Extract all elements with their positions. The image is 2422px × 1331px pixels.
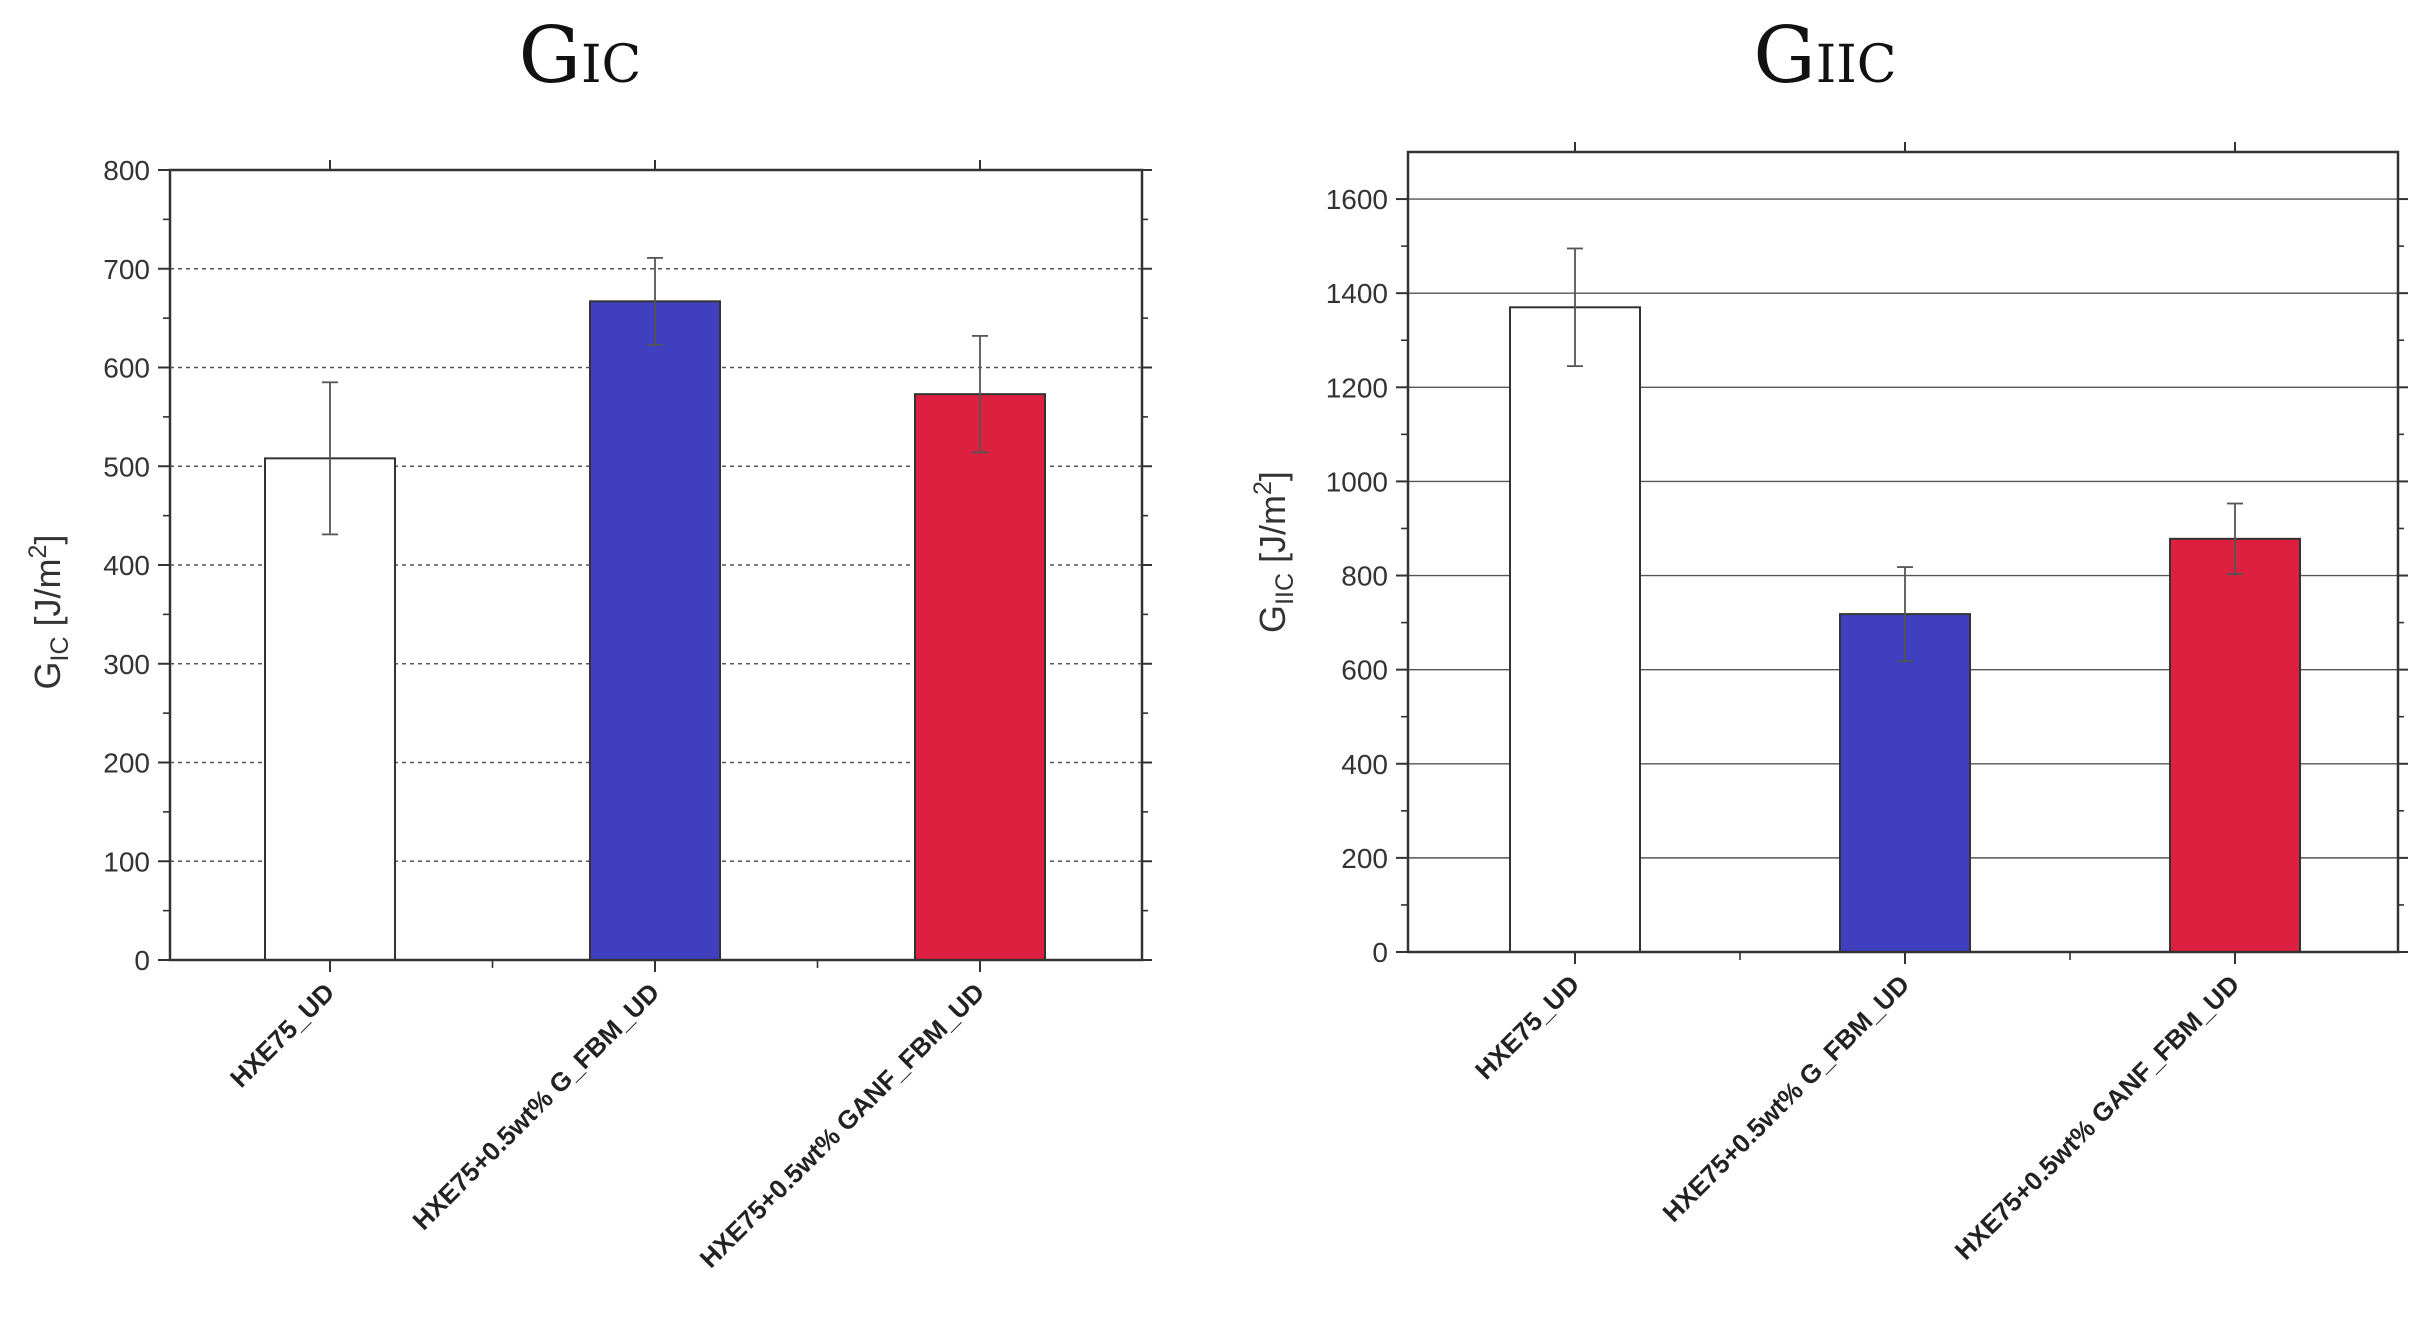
- chart2-y-axis-label: GIIC [J/m2]: [1249, 471, 1299, 633]
- chart1-y-tick-label: 300: [103, 649, 150, 680]
- chart2-y-tick-label: 600: [1341, 655, 1388, 686]
- chart1-y-tick-label: 500: [103, 451, 150, 482]
- chart1-title: GIC: [519, 11, 642, 101]
- chart2-y-tick-label: 1400: [1326, 278, 1388, 309]
- chart1-x-category-label-3: HXE75+0.5wt% GANF_FBM_UD: [694, 977, 991, 1274]
- chart2-y-tick-label: 1000: [1326, 466, 1388, 497]
- chart2-y-tick-label: 200: [1341, 843, 1388, 874]
- chart2-x-category-label-3: HXE75+0.5wt% GANF_FBM_UD: [1949, 969, 2246, 1266]
- chart1-y-tick-label: 600: [103, 353, 150, 384]
- chart1-y-tick-label: 800: [103, 155, 150, 186]
- chart1-y-tick-label: 200: [103, 748, 150, 779]
- chart2-bar-1: [1509, 306, 1641, 953]
- chart1-x-category-label-2: HXE75+0.5wt% G_FBM_UD: [406, 977, 665, 1236]
- chart2-y-tick-label: 1600: [1326, 184, 1388, 215]
- chart2-y-tick-label: 0: [1372, 937, 1388, 968]
- chart1-bar-2: [589, 300, 721, 961]
- chart1-x-category-label-1: HXE75_UD: [224, 977, 340, 1093]
- chart2-bar-3: [2169, 537, 2301, 954]
- chart2-y-tick-label: 1200: [1326, 372, 1388, 403]
- chart2-plot-frame: [1406, 150, 2400, 954]
- chart1-y-tick-label: 0: [134, 945, 150, 976]
- chart1-y-axis-label: GIC [J/m2]: [24, 535, 74, 690]
- chart2-x-category-label-2: HXE75+0.5wt% G_FBM_UD: [1656, 969, 1915, 1228]
- chart2-title: GIIC: [1753, 11, 1896, 101]
- chart1-bar-1: [264, 457, 396, 961]
- chart1-plot: 0 100 200 300 400 500 600 700 800 HXE75_UD HXE75+0…: [103, 155, 1152, 1274]
- chart1-bar-3: [914, 393, 1046, 962]
- chart2-y-tick-label: 400: [1341, 749, 1388, 780]
- chart2-y-tick-label: 800: [1341, 561, 1388, 592]
- chart2-plot: 0 200 400 600 800 1000 1200 1400 1600 HXE75_UD HXE…: [1326, 142, 2408, 1266]
- chart1-y-tick-label: 700: [103, 254, 150, 285]
- chart1-y-tick-label: 400: [103, 550, 150, 581]
- chart2-bar-2: [1839, 613, 1971, 954]
- chart1-y-tick-label: 100: [103, 846, 150, 877]
- chart2-x-category-label-1: HXE75_UD: [1469, 969, 1585, 1085]
